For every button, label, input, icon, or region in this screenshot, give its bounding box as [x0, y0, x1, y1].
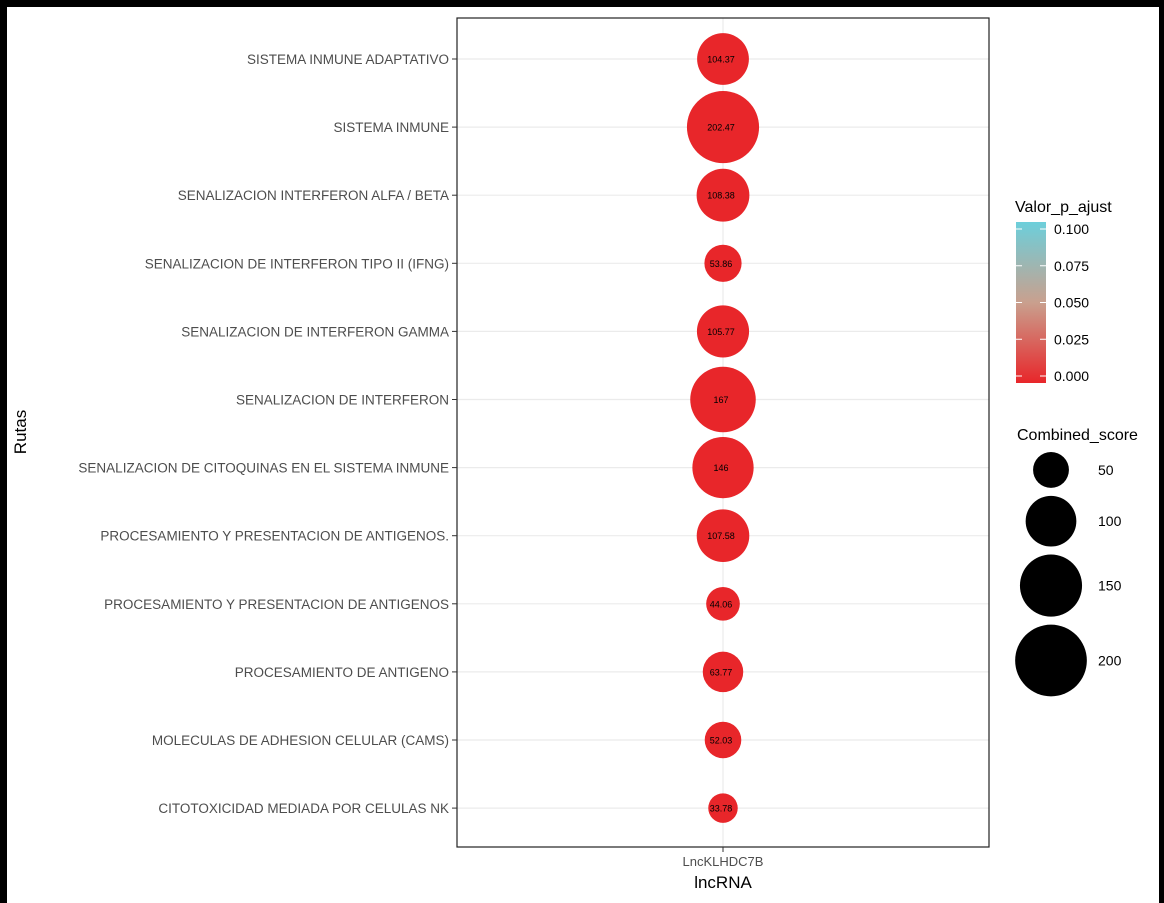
size-legend-label: 100	[1098, 513, 1122, 529]
bubble-point	[696, 305, 750, 358]
data-label: 202.47	[707, 123, 735, 133]
data-labels: 104.37 202.47 108.38 53.86 105.77 167 146 107.5…	[707, 55, 735, 814]
y-tick-label: SENALIZACION DE INTERFERON GAMMA	[181, 324, 449, 339]
x-axis: LncKLHDC7B	[683, 847, 764, 869]
color-legend-label: 0.025	[1054, 331, 1089, 347]
data-label: 107.58	[707, 531, 735, 541]
y-axis: SISTEMA INMUNE ADAPTATIVO SISTEMA INMUNE S…	[78, 52, 457, 816]
bubble-point	[690, 366, 756, 433]
bubble-point	[704, 244, 742, 282]
x-tick-label: LncKLHDC7B	[683, 854, 764, 869]
x-axis-title: lncRNA	[694, 873, 752, 892]
size-legend-label: 200	[1098, 653, 1122, 669]
size-legend-label: 50	[1098, 462, 1114, 478]
bubble-point	[708, 793, 738, 823]
y-tick-label: SISTEMA INMUNE ADAPTATIVO	[247, 52, 449, 67]
data-label: 53.86	[710, 259, 733, 269]
y-tick-label: SENALIZACION DE CITOQUINAS EN EL SISTEMA…	[78, 461, 449, 476]
y-tick-label: SENALIZACION DE INTERFERON	[236, 393, 449, 408]
y-tick-label: PROCESAMIENTO DE ANTIGENO	[235, 665, 449, 680]
color-legend: Valor_p_ajust 0.100 0.075 0.050 0.025 0.000	[1015, 199, 1112, 384]
data-label: 146	[713, 463, 728, 473]
bubble-point	[702, 651, 744, 693]
size-legend-title: Combined_score	[1017, 427, 1138, 444]
size-legend-key	[1015, 624, 1087, 697]
data-label: 105.77	[707, 327, 735, 337]
size-legend-label: 150	[1098, 578, 1122, 594]
size-legend: Combined_score 50 100 150 200	[1015, 427, 1138, 697]
y-tick-label: PROCESAMIENTO Y PRESENTACION DE ANTIGENO…	[100, 529, 449, 544]
color-legend-ticks: 0.100 0.075 0.050 0.025 0.000	[1016, 221, 1089, 384]
data-points	[686, 33, 760, 823]
color-legend-label: 0.050	[1054, 295, 1089, 311]
size-legend-key	[1025, 495, 1077, 547]
y-tick-label: PROCESAMIENTO Y PRESENTACION DE ANTIGENO…	[104, 597, 449, 612]
y-tick-label: CITOTOXICIDAD MEDIADA POR CELULAS NK	[158, 801, 449, 816]
data-label: 104.37	[707, 55, 735, 65]
size-legend-key	[1019, 554, 1083, 617]
color-legend-label: 0.075	[1054, 258, 1089, 274]
size-legend-key	[1033, 451, 1069, 488]
y-tick-label: SENALIZACION INTERFERON ALFA / BETA	[178, 188, 449, 203]
color-legend-title: Valor_p_ajust	[1015, 199, 1112, 216]
y-tick-label: SISTEMA INMUNE	[333, 120, 449, 135]
data-label: 52.03	[710, 736, 733, 746]
data-label: 44.06	[710, 599, 733, 609]
bubble-point	[697, 33, 749, 85]
data-label: 33.78	[710, 804, 733, 814]
data-label: 108.38	[707, 191, 735, 201]
y-tick-label: MOLECULAS DE ADHESION CELULAR (CAMS)	[152, 733, 449, 748]
bubble-point	[706, 586, 740, 621]
color-legend-label: 0.100	[1054, 221, 1089, 237]
size-legend-items: 50 100 150 200	[1015, 451, 1122, 697]
bubble-point	[692, 436, 754, 499]
data-label: 63.77	[710, 667, 733, 677]
bubble-point	[696, 168, 750, 222]
y-axis-title: Rutas	[11, 410, 30, 454]
color-legend-label: 0.000	[1054, 368, 1089, 384]
bubble-point	[696, 509, 750, 562]
data-label: 167	[713, 395, 728, 405]
y-tick-label: SENALIZACION DE INTERFERON TIPO II (IFNG…	[145, 256, 449, 271]
bubble-point	[704, 721, 742, 759]
bubble-point	[686, 91, 760, 164]
